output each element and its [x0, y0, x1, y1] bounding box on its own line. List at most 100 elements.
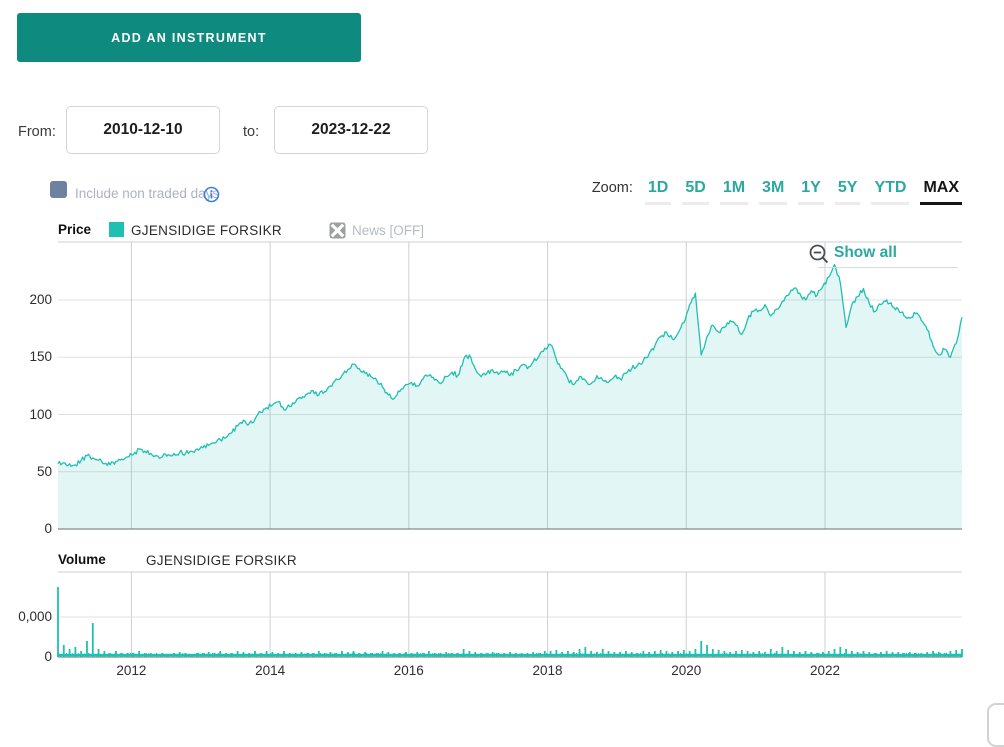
volume-micro-bar — [338, 655, 340, 657]
zoom-option-1m[interactable]: 1M — [719, 179, 749, 205]
zoom-option-ytd[interactable]: YTD — [871, 179, 910, 205]
zoom-option-max[interactable]: MAX — [920, 179, 962, 205]
volume-micro-bar — [136, 655, 138, 657]
volume-bar — [717, 650, 720, 657]
volume-bar — [578, 649, 581, 657]
volume-bar — [97, 649, 100, 657]
volume-micro-bar — [922, 655, 924, 657]
volume-micro-bar — [578, 655, 580, 657]
price-ytick-50: 50 — [36, 463, 52, 479]
partial-panel-corner — [987, 703, 1004, 747]
volume-bar — [659, 650, 662, 657]
volume-bar — [781, 647, 784, 657]
volume-bar — [711, 649, 714, 657]
volume-series-name: GJENSIDIGE FORSIKR — [146, 553, 297, 568]
volume-bar — [961, 649, 963, 657]
volume-micro-bar — [288, 655, 290, 657]
zoom-option-5d[interactable]: 5D — [682, 179, 709, 205]
volume-micro-bar — [460, 655, 462, 657]
volume-micro-bar — [882, 655, 884, 657]
volume-bar — [91, 623, 94, 657]
volume-micro-bar — [96, 655, 98, 657]
volume-bar — [740, 650, 743, 657]
volume-bar — [700, 641, 703, 657]
zoom-bar-label: Zoom: — [591, 179, 633, 196]
volume-bar — [57, 587, 59, 657]
price-ytick-150: 150 — [29, 349, 52, 365]
volume-micro-bar — [102, 655, 104, 657]
volume-micro-bar — [826, 655, 828, 657]
news-off-x-icon[interactable] — [329, 222, 346, 239]
volume-bar — [584, 647, 587, 657]
volume-baseline — [58, 653, 962, 657]
volume-micro-bar — [954, 655, 956, 657]
price-line — [57, 263, 963, 467]
volume-bar — [601, 649, 604, 657]
show-all-link[interactable]: Show all — [834, 244, 897, 261]
xtick-2018: 2018 — [532, 663, 563, 678]
price-ytick-200: 200 — [29, 292, 52, 307]
volume-micro-bar — [236, 655, 238, 657]
zoom-out-magnifier-icon[interactable] — [808, 243, 830, 265]
zoom-option-1d[interactable]: 1D — [644, 179, 672, 205]
volume-micro-bar — [734, 655, 736, 657]
volume-bar — [845, 649, 848, 657]
volume-micro-bar — [442, 655, 444, 657]
volume-micro-bar — [512, 655, 514, 657]
volume-micro-bar — [224, 655, 226, 657]
volume-micro-bar — [900, 655, 902, 657]
price-ytick-100: 100 — [29, 406, 52, 422]
volume-micro-bar — [94, 655, 96, 657]
xtick-2022: 2022 — [809, 663, 840, 678]
volume-micro-bar — [346, 655, 348, 657]
from-date-input[interactable] — [66, 106, 220, 154]
volume-micro-bar — [924, 655, 926, 657]
volume-micro-bar — [238, 655, 240, 657]
zoom-option-3m[interactable]: 3M — [759, 179, 788, 205]
volume-micro-bar — [228, 655, 230, 657]
volume-micro-bar — [472, 655, 474, 657]
volume-micro-bar — [528, 655, 530, 657]
volume-micro-bar — [520, 655, 522, 657]
xtick-2014: 2014 — [255, 663, 286, 678]
volume-micro-bar — [766, 655, 768, 657]
volume-bar — [68, 649, 71, 657]
volume-micro-bar — [518, 655, 520, 657]
volume-micro-bar — [296, 655, 298, 657]
to-date-input[interactable] — [274, 106, 428, 154]
include-non-traded-checkbox[interactable] — [50, 181, 67, 198]
volume-bar — [694, 649, 697, 657]
volume-bar — [74, 647, 77, 657]
volume-micro-bar — [806, 655, 808, 657]
volume-section-title: Volume — [58, 552, 106, 567]
volume-micro-bar — [598, 655, 600, 657]
to-label: to: — [243, 124, 260, 140]
volume-micro-bar — [250, 655, 252, 657]
volume-micro-bar — [362, 655, 364, 657]
from-label: From: — [18, 124, 56, 140]
volume-micro-bar — [716, 655, 718, 657]
xtick-2020: 2020 — [671, 663, 702, 678]
info-circle-icon[interactable] — [203, 186, 220, 203]
volume-bar — [86, 641, 88, 657]
volume-micro-bar — [158, 655, 160, 657]
price-volume-chart[interactable] — [0, 0, 1004, 717]
price-area-fill — [58, 264, 962, 529]
volume-micro-bar — [184, 655, 186, 657]
volume-ytick-0: 0 — [44, 649, 52, 664]
volume-bar — [462, 649, 465, 657]
volume-micro-bar — [244, 655, 246, 657]
zoom-option-1y[interactable]: 1Y — [798, 179, 824, 205]
volume-micro-bar — [490, 655, 492, 657]
volume-micro-bar — [524, 655, 526, 657]
volume-bar — [769, 649, 772, 657]
xtick-2012: 2012 — [116, 663, 147, 678]
volume-bar — [833, 649, 836, 657]
price-section-title: Price — [58, 222, 92, 237]
volume-micro-bar — [534, 655, 536, 657]
news-toggle-label[interactable]: News [OFF] — [352, 223, 425, 238]
volume-micro-bar — [476, 655, 478, 657]
zoom-option-5y[interactable]: 5Y — [834, 179, 861, 205]
xtick-2016: 2016 — [393, 663, 424, 678]
add-instrument-button[interactable]: ADD AN INSTRUMENT — [17, 13, 361, 62]
